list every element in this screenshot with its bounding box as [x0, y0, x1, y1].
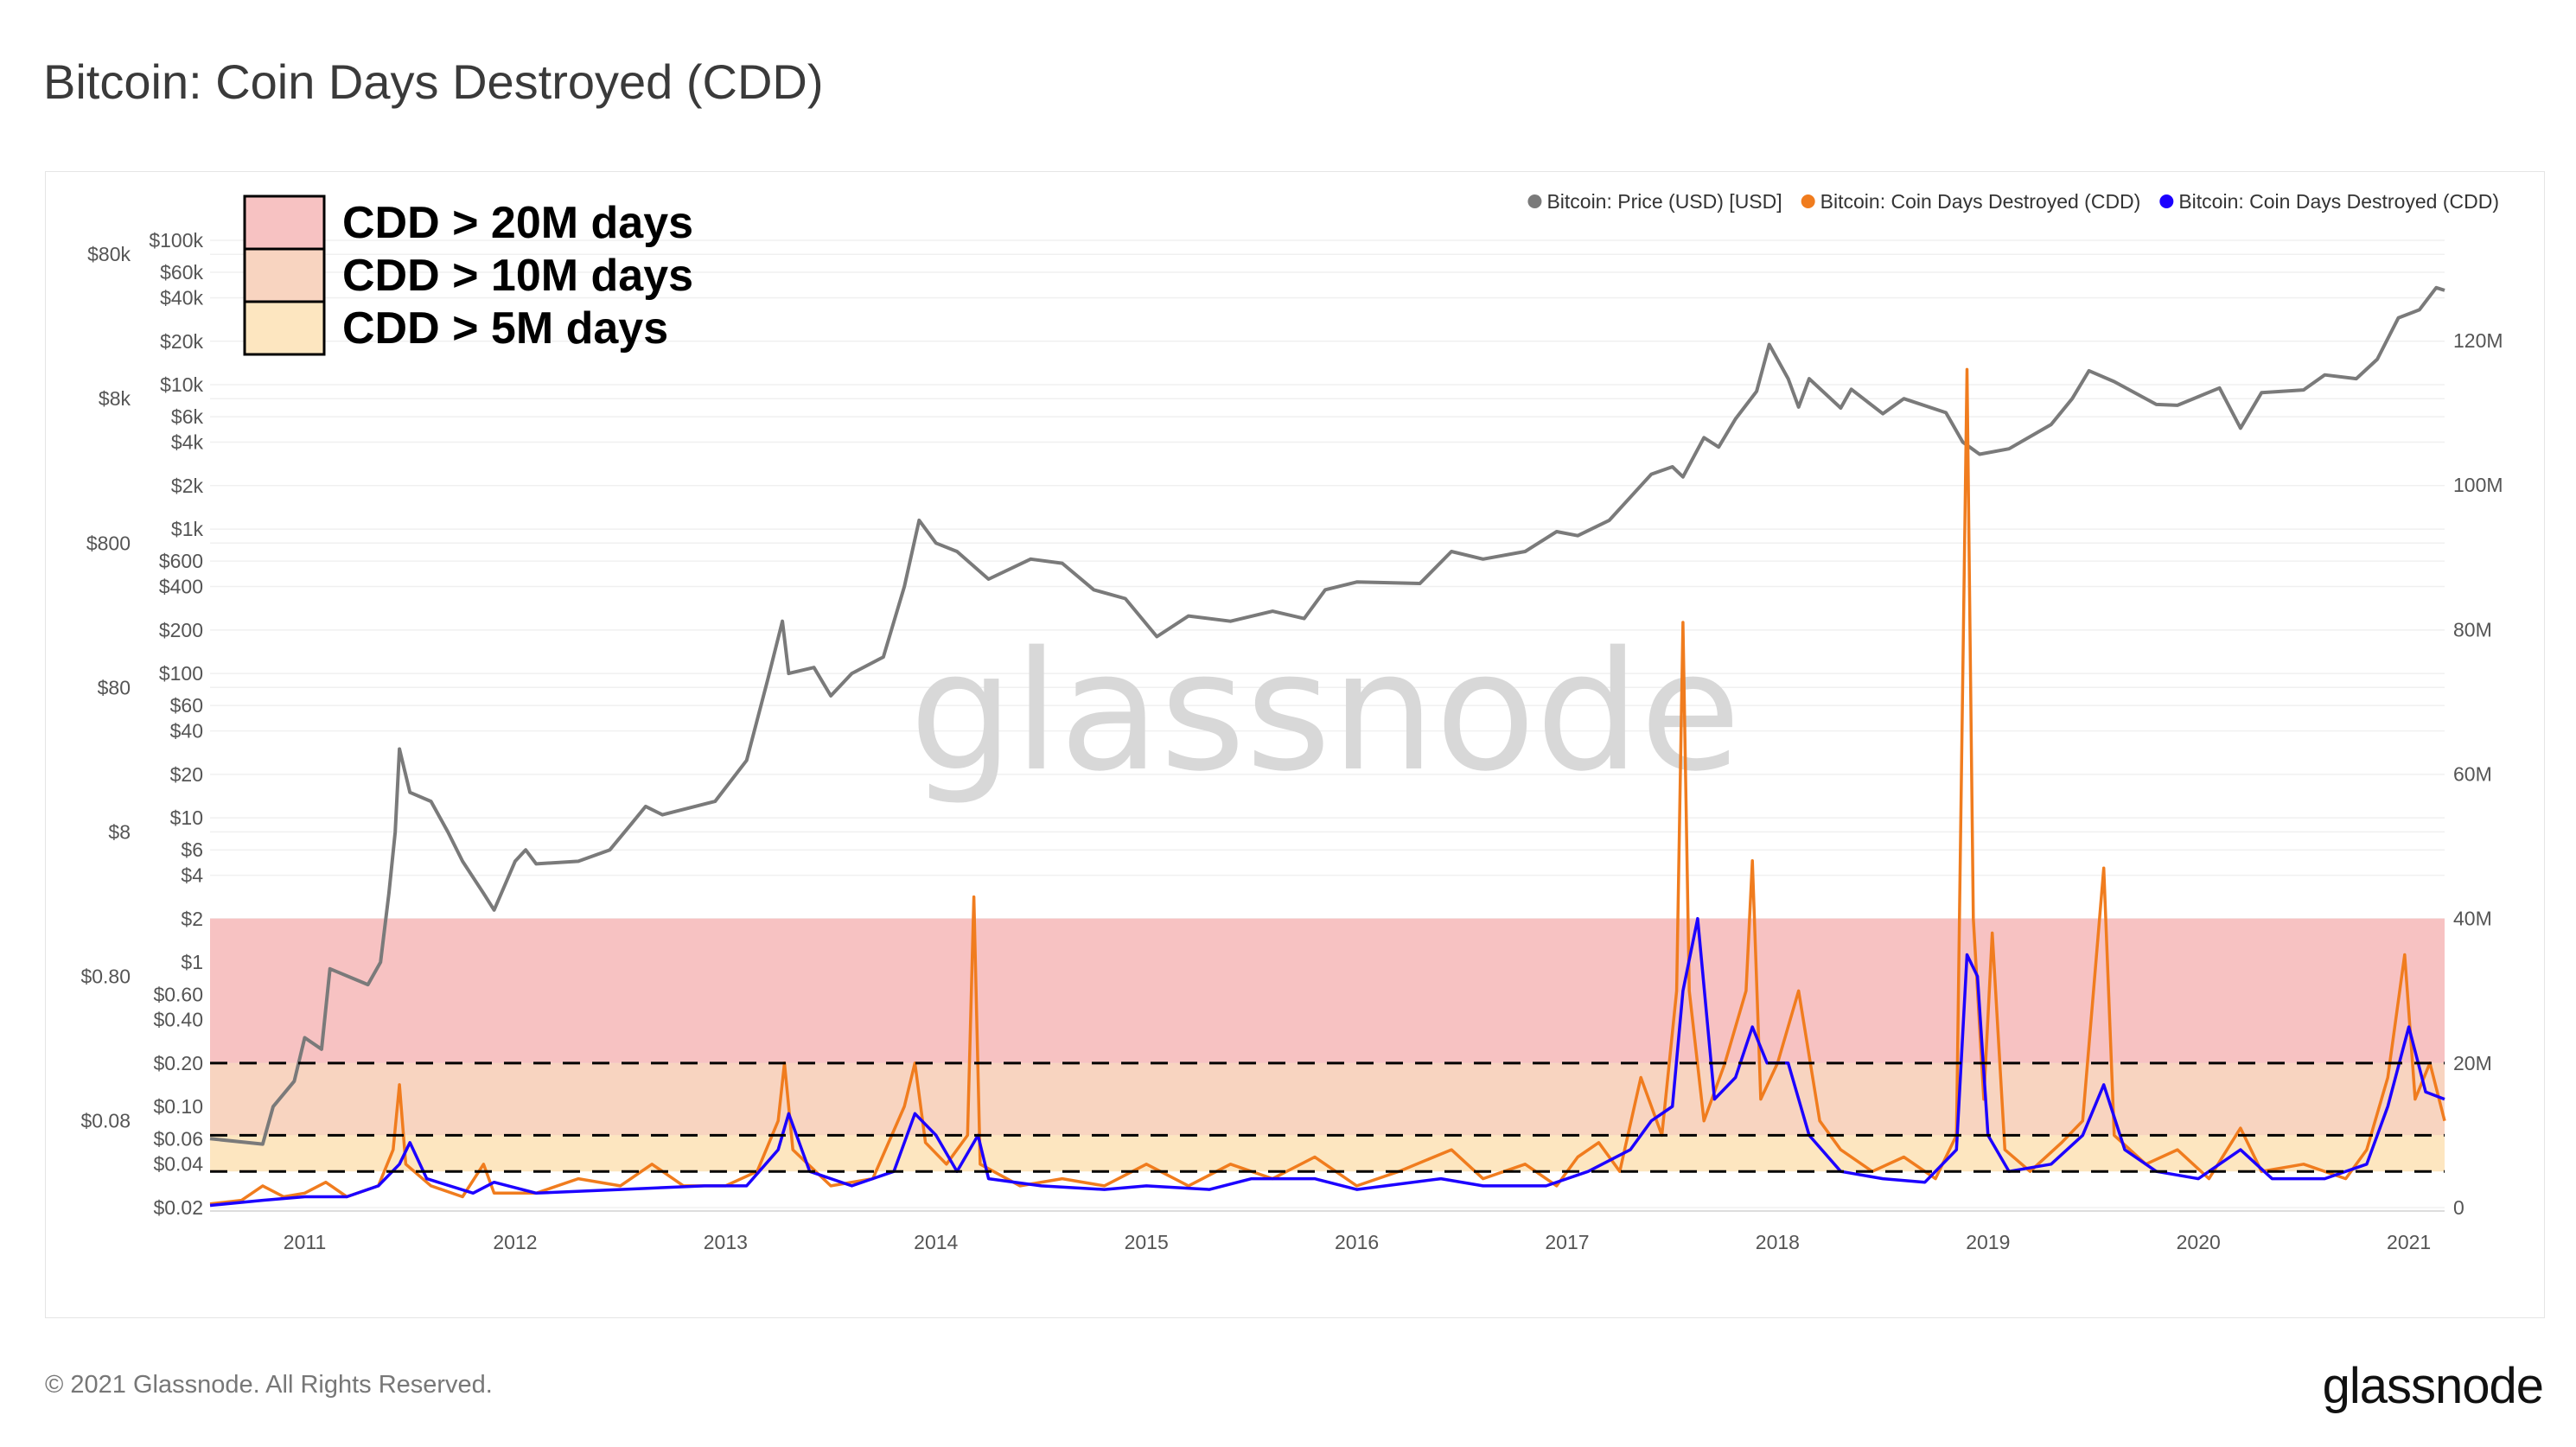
chart-card: $100k $80k $60k $40k $20k $10k $8k $6k $4k $2k $1k…	[45, 171, 2545, 1318]
y-left-tick-label: $400	[159, 576, 203, 598]
x-tick-label: 2019	[1966, 1231, 2010, 1253]
band-legend-label: CDD > 5M days	[342, 303, 668, 354]
legend-item-label: Bitcoin: Coin Days Destroyed (CDD)	[2178, 190, 2499, 213]
y-left-tick-label: $0.06	[153, 1127, 203, 1150]
x-tick-label: 2018	[1756, 1231, 1800, 1253]
y-right-tick-label: 120M	[2453, 329, 2503, 352]
legend-item-label: Bitcoin: Price (USD) [USD]	[1546, 190, 1782, 213]
band-legend-swatch	[243, 300, 326, 356]
y-left-tick-label: $6k	[171, 405, 204, 428]
y-left-tick-label: $100	[159, 662, 203, 685]
y-right-tick-label: 100M	[2453, 474, 2503, 496]
x-tick-label: 2014	[914, 1231, 958, 1253]
watermark: glassnode	[909, 616, 1741, 807]
y-left-tick-label: $0.60	[153, 983, 203, 1005]
y-left-tick-label: $60k	[160, 261, 203, 284]
x-tick-label: 2020	[2177, 1231, 2221, 1253]
glassnode-logo: glassnode	[2322, 1358, 2544, 1414]
y-left-tick-label: $2	[181, 908, 203, 930]
y-left-tick-label: $10k	[160, 373, 203, 396]
cdd-band	[210, 918, 2445, 1063]
y-left-tick-label: $8	[108, 820, 131, 843]
y-right-tick-label: 80M	[2453, 618, 2492, 641]
y-left-tick-label: $0.20	[153, 1052, 203, 1074]
cdd-band	[210, 1062, 2445, 1136]
page-title: Bitcoin: Coin Days Destroyed (CDD)	[43, 54, 824, 109]
legend-item-label: Bitcoin: Coin Days Destroyed (CDD)	[1820, 190, 2141, 213]
y-left-tick-label: $40	[170, 720, 203, 743]
band-legend-label: CDD > 20M days	[342, 198, 693, 248]
y-right-tick-label: 0	[2453, 1196, 2464, 1219]
y-left-tick-label: $80k	[87, 243, 131, 265]
band-legend-swatch	[243, 194, 326, 251]
y-left-tick-label: $60	[170, 694, 203, 717]
y-left-tick-label: $40k	[160, 286, 203, 309]
y-left-tick-label: $8k	[99, 387, 131, 410]
y-left-tick-label: $0.10	[153, 1095, 203, 1118]
y-left-tick-label: $1	[181, 951, 203, 973]
legend-dot-icon	[1527, 194, 1542, 208]
band-legend-swatch	[243, 247, 326, 303]
y-left-tick-label: $200	[159, 619, 203, 641]
y-left-tick-label: $0.02	[153, 1196, 203, 1219]
y-left-tick-label: $10	[170, 806, 203, 829]
x-tick-label: 2015	[1125, 1231, 1169, 1253]
y-left-tick-label: $0.04	[153, 1153, 203, 1176]
y-left-tick-label: $0.80	[80, 965, 131, 987]
copyright-footer: © 2021 Glassnode. All Rights Reserved.	[45, 1371, 493, 1399]
x-tick-label: 2012	[493, 1231, 537, 1253]
y-left-tick-label: $600	[159, 550, 203, 572]
series-line-0	[209, 285, 2445, 1146]
x-tick-label: 2016	[1335, 1231, 1379, 1253]
y-left-tick-label: $2k	[171, 475, 204, 497]
x-tick-label: 2021	[2387, 1231, 2431, 1253]
y-left-tick-label: $0.08	[80, 1109, 131, 1131]
y-right-tick-label: 60M	[2453, 763, 2492, 786]
y-left-tick-label: $20	[170, 763, 203, 786]
x-tick-label: 2017	[1545, 1231, 1589, 1253]
y-left-tick-label: $100k	[149, 229, 203, 252]
y-left-tick-label: $20k	[160, 330, 203, 353]
y-left-tick-label: $0.40	[153, 1009, 203, 1031]
legend-dot-icon	[2159, 194, 2174, 208]
y-right-tick-label: 40M	[2453, 908, 2492, 930]
x-tick-label: 2013	[704, 1231, 748, 1253]
y-left-tick-label: $6	[181, 838, 203, 861]
y-left-tick-label: $1k	[171, 518, 204, 540]
series-line-2	[209, 916, 2445, 1208]
y-left-tick-label: $4k	[171, 431, 204, 454]
y-left-tick-label: $4	[181, 864, 203, 887]
y-left-tick-label: $800	[86, 532, 131, 554]
band-legend-label: CDD > 10M days	[342, 251, 693, 301]
legend-dot-icon	[1801, 194, 1815, 208]
y-right-tick-label: 20M	[2453, 1052, 2492, 1074]
x-tick-label: 2011	[284, 1231, 326, 1253]
chart: $100k $80k $60k$40k $20k $10k $8k $6k $4k $2k $1k…	[80, 190, 2503, 1253]
y-left-tick-label: $80	[98, 676, 131, 698]
